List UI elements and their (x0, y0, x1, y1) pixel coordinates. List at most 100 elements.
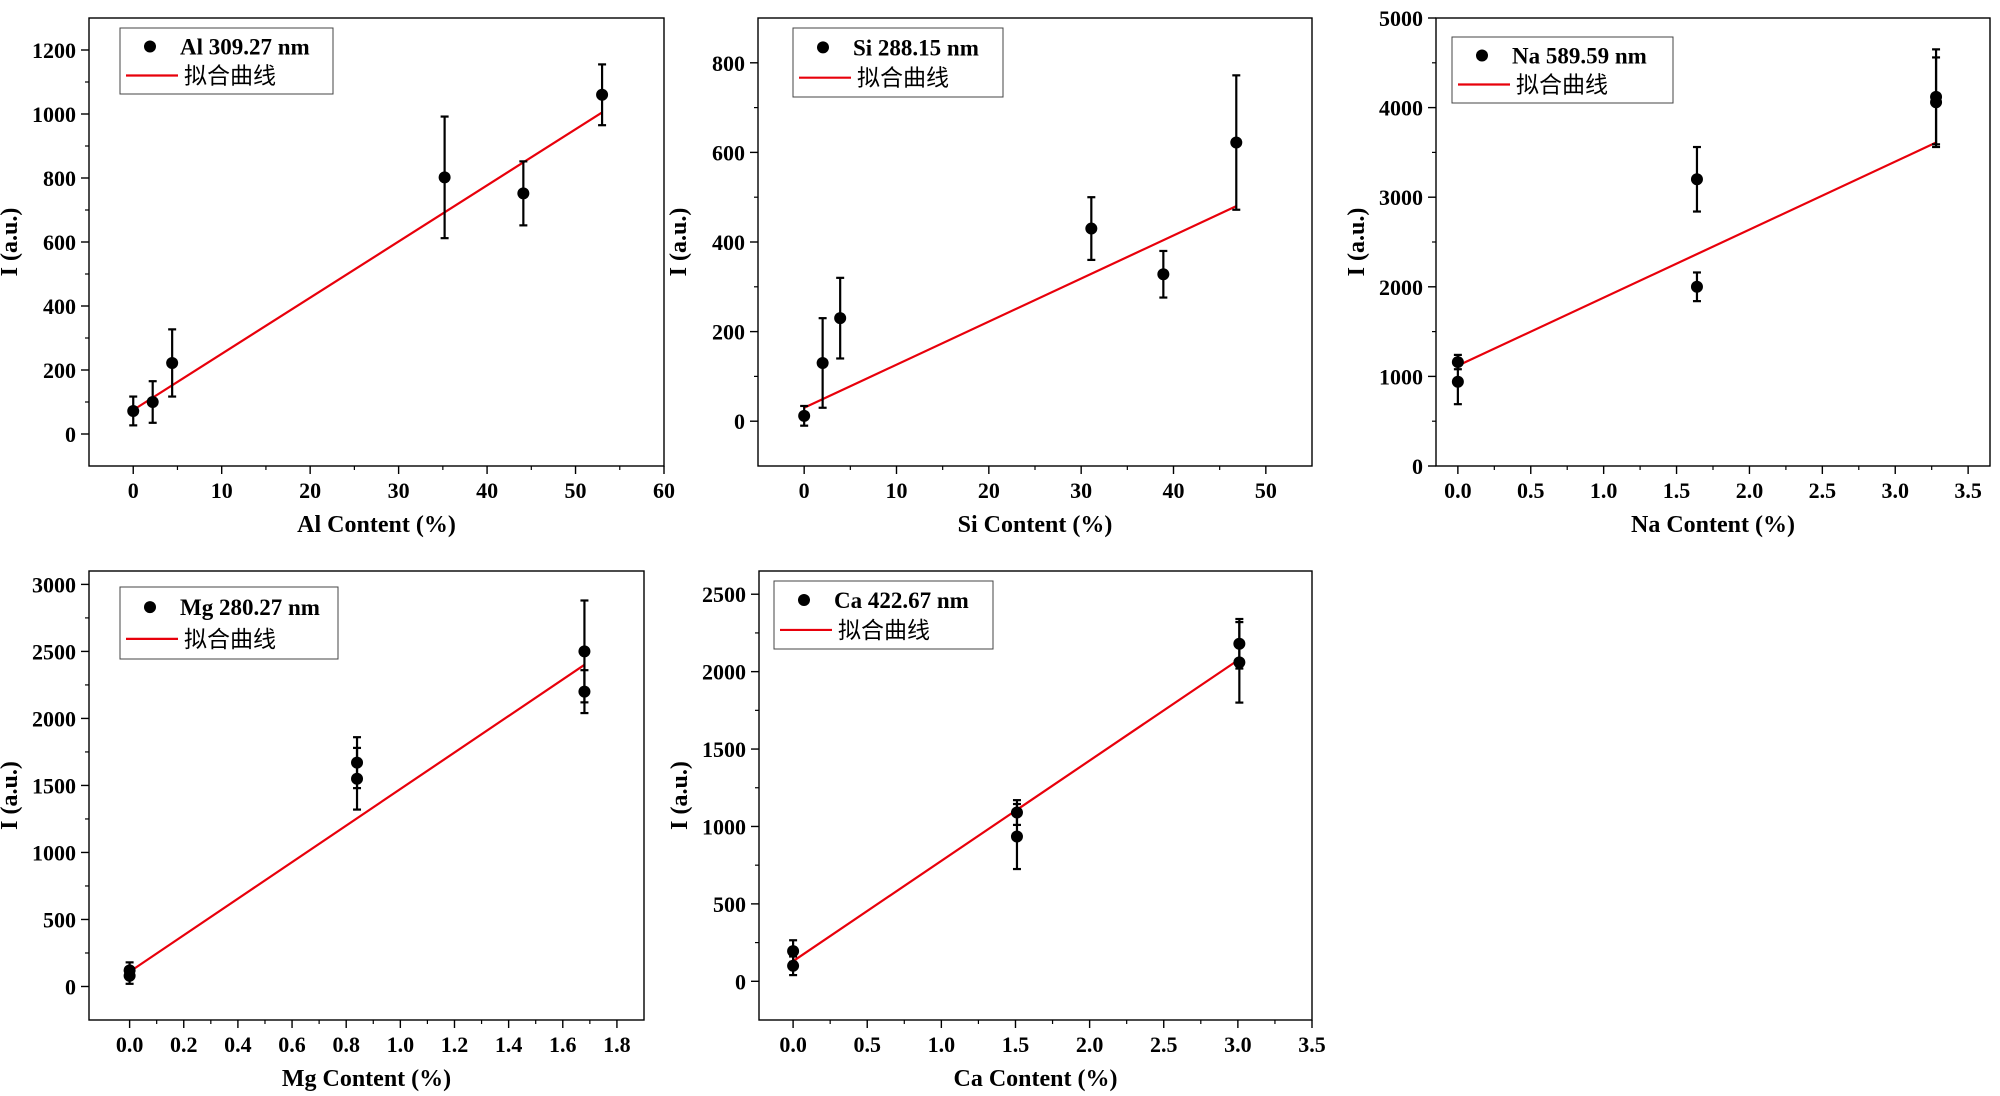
y-axis-title: I (a.u.) (0, 208, 23, 277)
legend-label-points: Si 288.15 nm (853, 35, 979, 60)
x-tick-label: 1.6 (549, 1032, 577, 1057)
data-point (438, 171, 451, 184)
y-tick-label: 4000 (1379, 96, 1423, 121)
y-tick-label: 600 (43, 230, 76, 255)
data-point (1690, 173, 1703, 186)
x-tick-label: 0.0 (1444, 478, 1472, 503)
x-tick-label: 30 (1070, 478, 1092, 503)
x-tick-label: 1.2 (441, 1032, 469, 1057)
data-point (1010, 806, 1023, 819)
x-tick-label: 1.8 (603, 1032, 631, 1057)
x-tick-label: 3.5 (1954, 478, 1982, 503)
y-tick-label: 0 (1412, 454, 1423, 479)
x-tick-label: 3.5 (1298, 1032, 1326, 1057)
data-point (596, 88, 609, 101)
x-tick-label: 50 (565, 478, 587, 503)
y-tick-label: 200 (712, 320, 745, 345)
y-tick-label: 400 (712, 230, 745, 255)
x-tick-label: 10 (211, 478, 233, 503)
x-tick-label: 0 (799, 478, 810, 503)
y-tick-label: 800 (712, 51, 745, 76)
x-tick-label: 10 (886, 478, 908, 503)
data-point (1233, 656, 1246, 669)
plot-frame (758, 570, 1313, 1021)
y-tick-label: 800 (43, 166, 76, 191)
y-axis-title: I (a.u.) (667, 761, 693, 830)
x-tick-label: 60 (653, 478, 675, 503)
y-tick-label: 2500 (32, 639, 76, 664)
legend-marker (798, 594, 810, 607)
x-tick-label: 0.2 (170, 1032, 198, 1057)
x-tick-label: 0.4 (224, 1032, 252, 1057)
y-tick-label: 1000 (32, 102, 76, 127)
data-point (1690, 280, 1703, 293)
data-point (1930, 96, 1943, 109)
legend-label-points: Na 589.59 nm (1512, 43, 1647, 68)
data-point (578, 685, 591, 698)
y-tick-label: 1500 (32, 773, 76, 798)
x-tick-label: 0 (128, 478, 139, 503)
x-axis-title: Ca Content (%) (954, 1066, 1118, 1092)
y-axis-title: I (a.u.) (666, 208, 692, 277)
legend: Al 309.27 nm 拟合曲线 (119, 27, 334, 95)
x-tick-label: 1.4 (495, 1032, 523, 1057)
chart-panel-2: 0 10 20 30 40 50 0 200 400 600 800 Si Content (%) I … (666, 17, 1313, 538)
x-tick-label: 0.0 (116, 1032, 144, 1057)
data-point (834, 312, 847, 325)
legend-label-fit: 拟合曲线 (1516, 73, 1608, 99)
y-tick-label: 0 (734, 409, 745, 434)
x-tick-label: 20 (299, 478, 321, 503)
data-point (578, 645, 591, 658)
y-tick-label: 3000 (1379, 185, 1423, 210)
y-tick-label: 500 (713, 892, 746, 917)
x-axis-title: Al Content (%) (297, 512, 456, 538)
data-point (123, 964, 136, 977)
y-tick-label: 400 (43, 294, 76, 319)
legend-box (1451, 36, 1674, 104)
x-axis-title: Mg Content (%) (282, 1066, 451, 1092)
x-tick-label: 1.0 (1590, 478, 1618, 503)
x-tick-label: 2.0 (1736, 478, 1764, 503)
data-point (816, 356, 829, 369)
legend-label-fit: 拟合曲线 (838, 618, 930, 644)
y-tick-label: 2000 (32, 706, 76, 731)
legend-box (773, 580, 994, 650)
y-tick-label: 2500 (702, 582, 746, 607)
data-point (1085, 222, 1098, 235)
plot-frame (88, 570, 645, 1021)
legend: Mg 280.27 nm 拟合曲线 (119, 586, 339, 660)
y-tick-label: 1500 (702, 737, 746, 762)
y-axis-title: I (a.u.) (0, 761, 23, 830)
y-tick-label: 0 (65, 974, 76, 999)
y-tick-label: 200 (43, 358, 76, 383)
legend-marker (144, 601, 156, 614)
y-tick-label: 3000 (32, 572, 76, 597)
data-point (1451, 375, 1464, 388)
legend-label-fit: 拟合曲线 (184, 64, 276, 90)
fit-line (803, 205, 1237, 409)
x-tick-label: 2.0 (1076, 1032, 1104, 1057)
y-tick-label: 0 (735, 969, 746, 994)
legend: Si 288.15 nm 拟合曲线 (792, 27, 1004, 98)
x-tick-label: 3.0 (1881, 478, 1909, 503)
x-tick-label: 1.5 (1002, 1032, 1030, 1057)
x-tick-label: 20 (978, 478, 1000, 503)
fit-line (1457, 141, 1937, 367)
data-point (146, 396, 159, 408)
legend-box (119, 586, 339, 660)
x-tick-label: 3.0 (1224, 1032, 1252, 1057)
data-point (798, 409, 811, 422)
x-tick-label: 50 (1255, 478, 1277, 503)
legend-box (792, 27, 1004, 98)
y-tick-label: 0 (65, 422, 76, 447)
y-tick-label: 2000 (1379, 275, 1423, 300)
x-tick-label: 1.0 (928, 1032, 956, 1057)
fit-line (132, 111, 603, 411)
chart-panel-5: 0.0 0.5 1.0 1.5 2.0 2.5 3.0 3.5 0 500 1000 1500 2000… (667, 570, 1326, 1092)
y-tick-label: 1200 (32, 38, 76, 63)
y-tick-label: 500 (43, 907, 76, 932)
x-tick-label: 2.5 (1150, 1032, 1178, 1057)
legend-label-points: Ca 422.67 nm (834, 588, 969, 613)
data-point (166, 356, 179, 369)
